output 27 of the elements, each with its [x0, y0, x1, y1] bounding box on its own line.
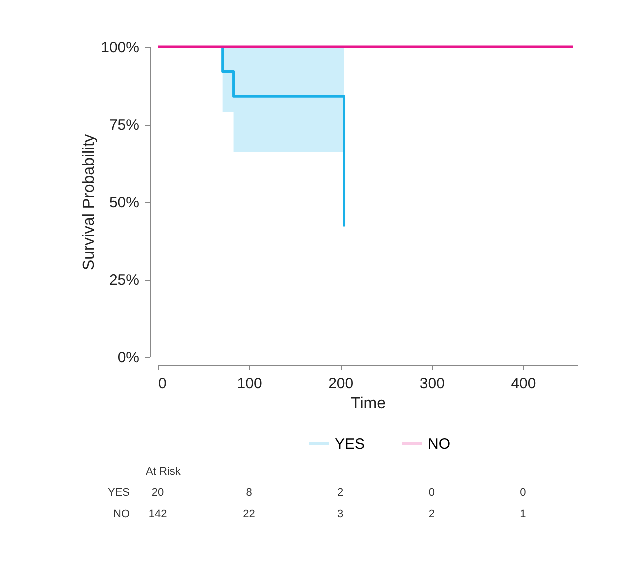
x-axis-title: Time — [351, 396, 386, 412]
text: 20 — [152, 487, 164, 500]
y-tick-label: 25% — [109, 272, 140, 289]
y-tick-label: 50% — [109, 194, 140, 212]
text: YES — [108, 487, 130, 500]
x-tick-label: 0 — [158, 376, 167, 392]
text: 2 — [428, 508, 435, 520]
y-tick-label: 75% — [109, 117, 140, 134]
text: 8 — [246, 487, 252, 500]
x-tick-label: 400 — [511, 376, 536, 392]
text: 0 — [428, 487, 435, 500]
y-tick-label: 0% — [118, 350, 140, 366]
y-tick-label: 100% — [101, 40, 140, 56]
legend-label: NO — [428, 436, 450, 453]
x-tick-label: 300 — [420, 376, 445, 392]
text: NO — [114, 508, 130, 520]
text: 1 — [520, 508, 526, 520]
text: 2 — [338, 487, 344, 500]
x-tick-label: 200 — [328, 376, 354, 392]
x-tick-label: 100 — [237, 376, 262, 392]
text: 22 — [243, 508, 256, 520]
text: At Risk — [146, 466, 182, 478]
text: 3 — [338, 508, 344, 520]
text: 0 — [520, 487, 526, 500]
y-axis-title: Survival Probability — [81, 134, 98, 271]
text: 142 — [148, 508, 168, 520]
legend-label: YES — [335, 436, 366, 453]
